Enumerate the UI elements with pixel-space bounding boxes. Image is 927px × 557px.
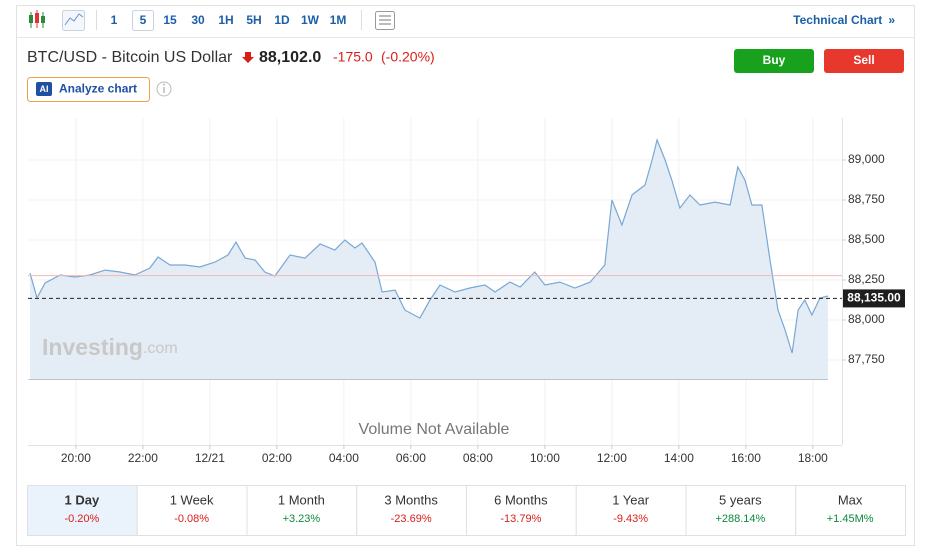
interval[interactable]: 1D: [274, 13, 290, 27]
y-tick-label: 88,750: [848, 192, 885, 206]
period-change[interactable]: -23.69%: [391, 513, 432, 525]
indicator-icon[interactable]: [375, 11, 395, 30]
x-tick-label: 20:00: [61, 451, 91, 465]
period-label[interactable]: 1 Year: [612, 492, 650, 507]
buy-bg[interactable]: [734, 49, 814, 73]
price-line: [29, 138, 829, 354]
period-label[interactable]: 1 Day: [65, 492, 100, 507]
down-arrow: [242, 52, 254, 63]
ai-badge[interactable]: [36, 82, 52, 96]
ai-badge-text[interactable]: AI: [40, 84, 49, 94]
period-change[interactable]: +1.45M%: [827, 513, 874, 525]
watermark: Investing.com: [42, 334, 178, 360]
link-text[interactable]: Technical Chart: [793, 13, 882, 27]
interval[interactable]: 1M: [330, 13, 347, 27]
buy-button[interactable]: Buy: [734, 49, 814, 73]
period-change[interactable]: -13.79%: [500, 513, 541, 525]
period-cell[interactable]: [466, 485, 577, 536]
x-tick-label: 18:00: [798, 451, 828, 465]
area-icon[interactable]: [62, 10, 85, 31]
period-label[interactable]: 6 Months: [494, 492, 548, 507]
period-change[interactable]: +288.14%: [715, 513, 765, 525]
sell-label[interactable]: Sell: [853, 53, 874, 67]
period-cell[interactable]: [795, 485, 906, 536]
period-change[interactable]: -0.20%: [64, 513, 99, 525]
price: 88,102.0: [259, 49, 321, 66]
buy-label[interactable]: Buy: [763, 53, 786, 67]
interval[interactable]: 1W: [301, 13, 320, 27]
link-arrow[interactable]: »: [888, 13, 895, 27]
period-label[interactable]: 5 years: [719, 492, 762, 507]
x-tick-label: 16:00: [731, 451, 761, 465]
change: -175.0: [333, 49, 373, 65]
period-change[interactable]: -0.08%: [174, 513, 209, 525]
interval[interactable]: 15: [163, 13, 177, 27]
period-label[interactable]: 1 Week: [170, 492, 214, 507]
area-fill: [30, 140, 828, 380]
instrument-title: BTC/USD - Bitcoin US Dollar: [27, 49, 233, 66]
chart: 87,750 88,000 88,250 88,500 88,750 89,000 20:0…: [28, 118, 905, 465]
x-tick-label: 02:00: [262, 451, 292, 465]
period-label[interactable]: 1 Month: [278, 492, 325, 507]
analyze-bg[interactable]: [27, 77, 150, 102]
candle-icon[interactable]: [29, 10, 45, 28]
period-label[interactable]: Max: [838, 492, 863, 507]
analyze-button[interactable]: AI Analyze chart: [27, 77, 150, 102]
interval[interactable]: 5H: [246, 13, 261, 27]
current-price-label: 88,135.00: [847, 291, 901, 305]
y-tick-label: 89,000: [848, 152, 885, 166]
x-tick-label: 12:00: [597, 451, 627, 465]
period-cell[interactable]: [246, 485, 358, 536]
x-tick-label: 12/21: [195, 451, 225, 465]
period-cell[interactable]: [27, 485, 138, 536]
sell-bg[interactable]: [824, 49, 904, 73]
x-tick-label: 08:00: [463, 451, 493, 465]
x-tick-label: 04:00: [329, 451, 359, 465]
interval-selected[interactable]: [132, 10, 154, 31]
period-cell[interactable]: [685, 485, 797, 536]
interval[interactable]: 1: [111, 13, 118, 27]
interval[interactable]: 30: [191, 13, 205, 27]
period-label[interactable]: 3 Months: [384, 492, 438, 507]
info-icon[interactable]: [156, 81, 172, 97]
volume-note: Volume Not Available: [359, 421, 510, 438]
x-tick-label: 06:00: [396, 451, 426, 465]
analyze-label[interactable]: Analyze chart: [59, 82, 137, 96]
period-cell[interactable]: [136, 485, 248, 536]
interval[interactable]: 5: [140, 13, 147, 27]
y-tick-label: 88,250: [848, 272, 885, 286]
technical-chart-link[interactable]: Technical Chart »: [793, 13, 895, 27]
sell-button[interactable]: Sell: [824, 49, 904, 73]
interval[interactable]: 1H: [218, 13, 233, 27]
change-percent: (-0.20%): [381, 49, 435, 65]
period-cell[interactable]: [575, 485, 687, 536]
y-tick-label: 88,000: [848, 312, 885, 326]
current-price-box: [843, 289, 905, 308]
watermark-brand: Investing: [42, 334, 143, 360]
period-change[interactable]: +3.23%: [283, 513, 321, 525]
y-tick-label: 87,750: [848, 352, 885, 366]
x-tick-label: 14:00: [664, 451, 694, 465]
watermark-suffix: .com: [143, 340, 178, 357]
x-tick-label: 22:00: [128, 451, 158, 465]
period-cell[interactable]: [356, 485, 467, 536]
period-tabs: 1 Day -0.20% 1 Week -0.08% 1 Month +3.23% 3 Mo…: [27, 485, 906, 536]
period-change[interactable]: -9.43%: [613, 513, 648, 525]
x-tick-label: 10:00: [530, 451, 560, 465]
y-tick-label: 88,500: [848, 232, 885, 246]
